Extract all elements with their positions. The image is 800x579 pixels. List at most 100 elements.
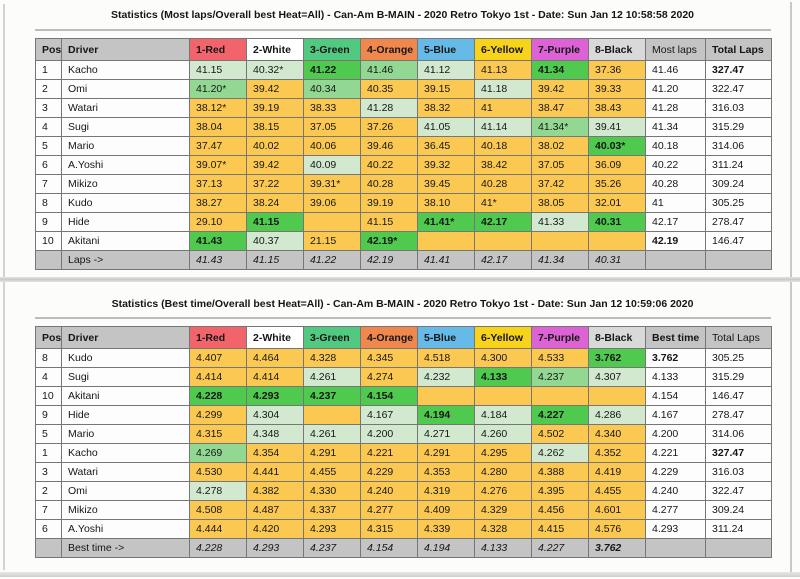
pos-cell: 9 [35, 405, 62, 425]
pos-cell: 8 [35, 348, 62, 368]
heat-cell: 4.315 [189, 424, 247, 444]
best-cell: 3.762 [645, 348, 706, 368]
heat-cell: 4.518 [417, 348, 475, 368]
total-cell: 278.47 [705, 212, 772, 232]
best-cell: 40.22 [645, 155, 706, 175]
total-cell: 146.47 [705, 386, 772, 406]
heat-cell: 38.24 [246, 193, 304, 213]
heat-cell: 4.227 [531, 405, 589, 425]
pos-cell: 2 [35, 79, 62, 99]
best-cell: 4.133 [645, 367, 706, 387]
table-row: 1 Kacho 41.15 40.32* 41.22 41.46 41.12 41.13 41.… [35, 60, 772, 80]
heat-cell: 4.277 [360, 500, 418, 520]
heat-cell: 4.261 [303, 424, 361, 444]
footer-pos-cell [35, 250, 62, 270]
footer-total-cell [705, 538, 772, 558]
column-header-3-green: 3-Green [303, 326, 361, 349]
driver-cell: Sugi [61, 367, 190, 387]
footer-total-cell [705, 250, 772, 270]
heat-cell: 41.34* [531, 117, 589, 137]
heat-cell: 41* [474, 193, 532, 213]
heat-cell: 38.15 [246, 117, 304, 137]
heat-cell [303, 212, 361, 232]
scan-edge-bottom [0, 572, 800, 577]
heat-cell: 42.19* [360, 231, 418, 251]
heat-cell: 4.315 [360, 519, 418, 539]
heat-cell: 4.353 [417, 462, 475, 482]
heat-cell: 42.17 [474, 212, 532, 232]
heat-cell: 4.444 [189, 519, 247, 539]
heat-cell: 4.339 [417, 519, 475, 539]
heat-cell: 38.02 [531, 136, 589, 156]
heat-cell: 39.19 [360, 193, 418, 213]
heat-cell: 4.414 [189, 367, 247, 387]
pos-cell: 5 [35, 424, 62, 444]
pos-cell: 10 [35, 386, 62, 406]
best-cell: 41 [645, 193, 706, 213]
heat-cell: 39.42 [246, 155, 304, 175]
total-cell: 311.24 [705, 155, 772, 175]
heat-cell: 38.12* [189, 98, 247, 118]
column-header-5-blue: 5-Blue [417, 38, 475, 61]
heat-cell: 39.33 [588, 79, 646, 99]
heat-cell [531, 386, 589, 406]
heat-cell: 4.414 [246, 367, 304, 387]
heat-cell: 37.47 [189, 136, 247, 156]
heat-cell: 35.26 [588, 174, 646, 194]
footer-value-cell: 4.227 [531, 538, 589, 558]
table-row: 10 Akitani 4.228 4.293 4.237 4.154 4.154 146.47 [35, 386, 772, 406]
heat-cell: 4.415 [531, 519, 589, 539]
table-row: 7 Mikizo 37.13 37.22 39.31* 40.28 39.45 40.28 37… [35, 174, 772, 194]
column-header-most-laps: Most laps [645, 38, 706, 61]
heat-cell: 4.348 [246, 424, 304, 444]
heat-cell [474, 231, 532, 251]
table-row: 4 Sugi 4.414 4.414 4.261 4.274 4.232 4.133 4.237… [35, 367, 772, 387]
total-cell: 314.06 [705, 424, 772, 444]
heat-cell: 38.33 [303, 98, 361, 118]
pos-cell: 3 [35, 98, 62, 118]
pos-cell: 7 [35, 174, 62, 194]
heat-cell: 4.293 [303, 519, 361, 539]
table-row: 1 Kacho 4.269 4.354 4.291 4.221 4.291 4.295 4.26… [35, 443, 772, 463]
driver-cell: Watari [61, 98, 190, 118]
heat-cell: 4.328 [303, 348, 361, 368]
pos-cell: 1 [35, 443, 62, 463]
column-header-5-blue: 5-Blue [417, 326, 475, 349]
heat-cell: 4.441 [246, 462, 304, 482]
heat-cell [417, 386, 475, 406]
driver-cell: Mikizo [61, 174, 190, 194]
heat-cell: 4.455 [303, 462, 361, 482]
pos-cell: 6 [35, 519, 62, 539]
heat-cell: 41.22 [303, 60, 361, 80]
best-cell: 40.28 [645, 174, 706, 194]
driver-cell: Kacho [61, 443, 190, 463]
heat-cell: 40.37 [246, 231, 304, 251]
header-row: Pos Driver 1-Red 2-White 3-Green 4-Orange 5-Bl… [35, 326, 772, 349]
footer-value-cell: 41.22 [303, 250, 361, 270]
table-row: 5 Mario 4.315 4.348 4.261 4.200 4.271 4.260 4.50… [35, 424, 772, 444]
best-cell: 4.277 [645, 500, 706, 520]
pos-cell: 4 [35, 117, 62, 137]
table-row: 8 Kudo 4.407 4.464 4.328 4.345 4.518 4.300 4.533… [35, 348, 772, 368]
best-cell: 4.154 [645, 386, 706, 406]
column-header-driver: Driver [61, 38, 190, 61]
driver-cell: Omi [61, 79, 190, 99]
best-time-table: Pos Driver 1-Red 2-White 3-Green 4-Orange 5-Bl… [35, 326, 772, 558]
heat-cell: 4.293 [246, 386, 304, 406]
driver-cell: Kudo [61, 193, 190, 213]
best-cell: 41.46 [645, 60, 706, 80]
heat-cell: 40.34 [303, 79, 361, 99]
table-row: 7 Mikizo 4.508 4.487 4.337 4.277 4.409 4.329 4.4… [35, 500, 772, 520]
heat-cell: 4.232 [417, 367, 475, 387]
column-header-2-white: 2-White [246, 38, 304, 61]
pos-cell: 1 [35, 60, 62, 80]
pos-cell: 4 [35, 367, 62, 387]
heat-cell: 4.330 [303, 481, 361, 501]
best-cell: 4.240 [645, 481, 706, 501]
heat-cell: 4.409 [417, 500, 475, 520]
heat-cell: 40.32* [246, 60, 304, 80]
column-header-total-laps: Total Laps [705, 326, 772, 349]
heat-cell: 4.271 [417, 424, 475, 444]
column-header-1-red: 1-Red [189, 38, 247, 61]
table-row: 3 Watari 38.12* 39.19 38.33 41.28 38.32 41 38.47… [35, 98, 772, 118]
